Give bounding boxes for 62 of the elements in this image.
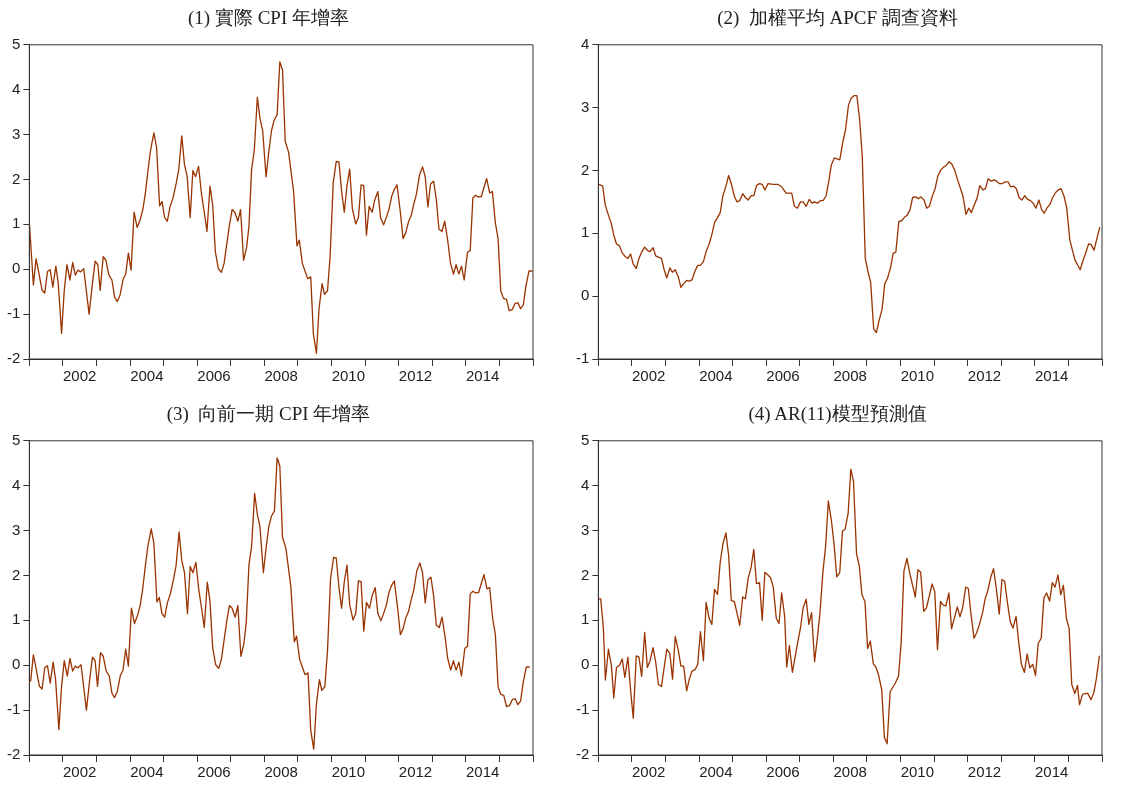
y-tick-label: 3: [11, 520, 21, 538]
x-tick-label: 2006: [197, 763, 231, 781]
y-tick-label: -2: [6, 349, 21, 367]
x-tick-label: 2010: [900, 763, 935, 781]
y-tick-label: 0: [11, 259, 21, 277]
y-tick-label: 5: [11, 430, 21, 448]
x-tick-label: 2014: [465, 367, 500, 385]
y-tick-label: -1: [6, 700, 21, 718]
y-tick-label: 1: [580, 610, 590, 628]
x-tick-label: 2006: [766, 763, 800, 781]
y-tick-label: 2: [11, 169, 21, 187]
y-tick-label: 2: [580, 565, 590, 583]
y-tick-label: 0: [580, 655, 590, 673]
y-tick-label: 4: [11, 475, 21, 493]
y-tick-label: 1: [11, 214, 21, 232]
y-tick-label: 4: [580, 34, 590, 52]
x-tick-label: 2002: [632, 763, 666, 781]
chart-title: (4) AR(11)模型預測值: [748, 403, 927, 426]
x-tick-label: 2010: [900, 367, 935, 385]
x-tick-label: 2012: [967, 763, 1002, 781]
x-tick-label: 2004: [699, 367, 733, 385]
x-tick-label: 2002: [63, 763, 97, 781]
x-tick-label: 2014: [1034, 367, 1069, 385]
y-tick-label: 1: [11, 610, 21, 628]
x-tick-label: 2014: [465, 763, 500, 781]
y-tick-label: 3: [580, 520, 590, 538]
x-tick-label: 2006: [766, 367, 800, 385]
y-tick-label: 0: [11, 655, 21, 673]
y-tick-label: -1: [575, 349, 590, 367]
x-tick-label: 2008: [833, 763, 867, 781]
chart-title: (2) 加權平均 APCF 調查資料: [717, 7, 958, 30]
y-tick-label: 5: [11, 34, 21, 52]
y-tick-label: -1: [575, 700, 590, 718]
x-tick-label: 2012: [398, 367, 433, 385]
y-tick-label: 2: [11, 565, 21, 583]
y-tick-label: 1: [580, 223, 590, 241]
x-tick-label: 2004: [130, 763, 164, 781]
x-tick-label: 2008: [833, 367, 867, 385]
y-tick-label: 5: [580, 430, 590, 448]
y-tick-label: -2: [575, 745, 590, 763]
chart-title: (3) 向前一期 CPI 年增率: [166, 403, 371, 426]
y-tick-label: 0: [580, 286, 590, 304]
y-tick-label: 3: [11, 124, 21, 142]
x-tick-label: 2006: [197, 367, 231, 385]
x-tick-label: 2012: [398, 763, 433, 781]
y-tick-label: -1: [6, 304, 21, 322]
x-tick-label: 2010: [331, 763, 366, 781]
y-tick-label: -2: [6, 745, 21, 763]
x-tick-label: 2014: [1034, 763, 1069, 781]
x-tick-label: 2004: [130, 367, 164, 385]
y-tick-label: 4: [580, 475, 590, 493]
x-tick-label: 2008: [264, 763, 298, 781]
x-tick-label: 2010: [331, 367, 366, 385]
x-tick-label: 2002: [63, 367, 97, 385]
y-tick-label: 4: [11, 79, 21, 97]
x-tick-label: 2012: [967, 367, 1002, 385]
y-tick-label: 3: [580, 97, 590, 115]
chart-title: (1) 實際 CPI 年增率: [188, 7, 349, 30]
y-tick-label: 2: [580, 160, 590, 178]
x-tick-label: 2008: [264, 367, 298, 385]
x-tick-label: 2002: [632, 367, 666, 385]
x-tick-label: 2004: [699, 763, 733, 781]
